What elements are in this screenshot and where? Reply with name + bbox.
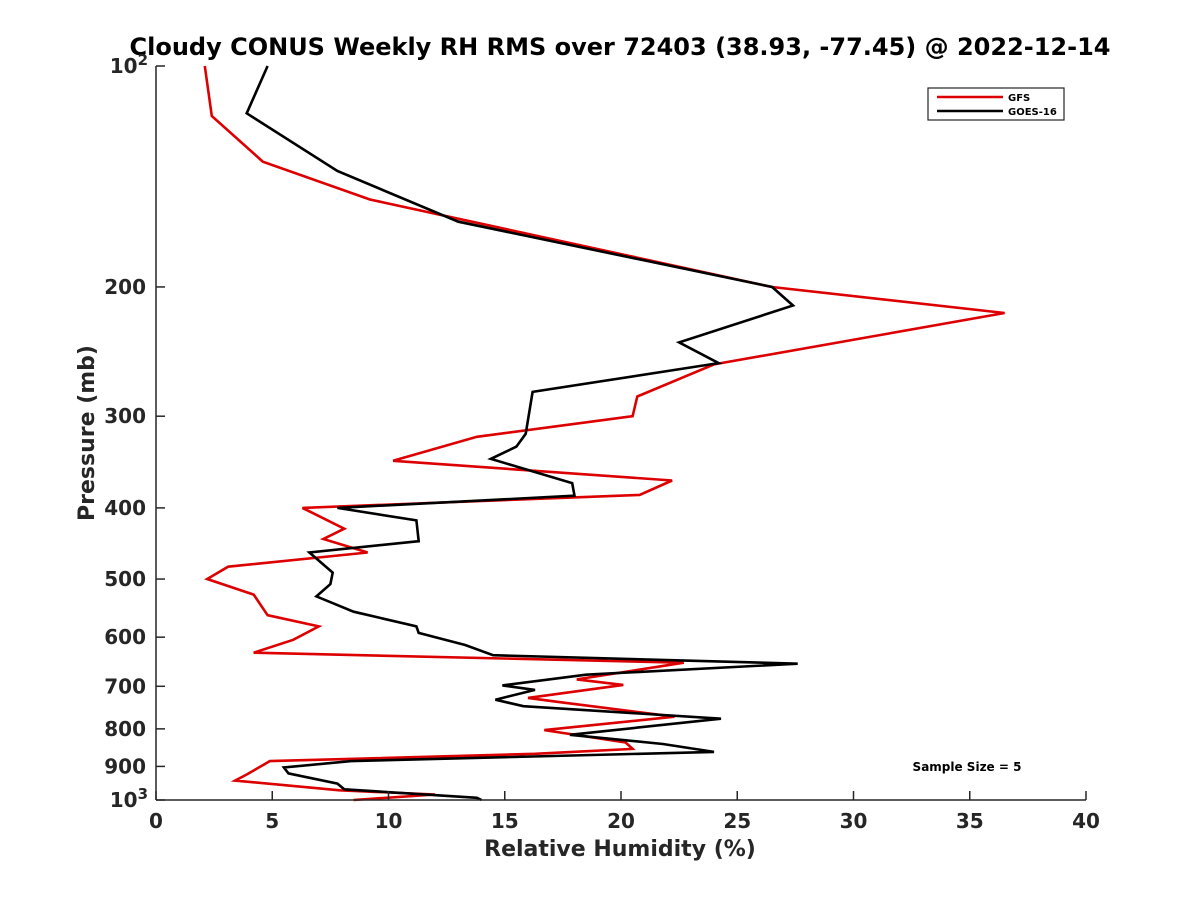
legend-label: GOES-16 bbox=[1008, 107, 1057, 118]
y-tick-label: 600 bbox=[104, 625, 146, 649]
sample-size-annotation: Sample Size = 5 bbox=[913, 760, 1022, 774]
y-tick-label: 800 bbox=[104, 717, 146, 741]
x-axis-ticks: 0 5 10 15 20 25 30 35 40 bbox=[149, 791, 1100, 833]
x-axis-label: Relative Humidity (%) bbox=[484, 837, 756, 862]
x-tick-label: 25 bbox=[723, 809, 751, 833]
y-axis-label: Pressure (mb) bbox=[75, 345, 100, 521]
y-tick-label: 400 bbox=[104, 496, 146, 520]
y-tick-label: 700 bbox=[104, 674, 146, 698]
legend-box bbox=[927, 87, 1065, 121]
y-tick-label: 500 bbox=[104, 567, 146, 591]
plot-area: 0 5 10 15 20 25 30 35 40 102 200 300 400 500 600 700 80… bbox=[104, 51, 1100, 833]
series-line-gfs bbox=[203, 65, 1005, 802]
x-tick-label: 10 bbox=[375, 809, 403, 833]
y-tick-label: 200 bbox=[104, 275, 146, 299]
x-tick-label: 15 bbox=[491, 809, 519, 833]
series-layer bbox=[203, 65, 1005, 802]
series-line-goes-16 bbox=[245, 65, 798, 802]
x-tick-label: 20 bbox=[607, 809, 635, 833]
y-tick-label: 102 bbox=[110, 51, 148, 78]
x-tick-label: 0 bbox=[149, 809, 163, 833]
y-tick-label: 103 bbox=[110, 785, 148, 812]
y-tick-label: 900 bbox=[104, 754, 146, 778]
legend-label: GFS bbox=[1008, 93, 1030, 104]
x-tick-label: 40 bbox=[1072, 809, 1100, 833]
x-tick-label: 5 bbox=[265, 809, 279, 833]
y-tick-label: 300 bbox=[104, 404, 146, 428]
y-axis-ticks: 102 200 300 400 500 600 700 800 900 103 bbox=[104, 51, 165, 812]
legend: GFS GOES-16 bbox=[927, 87, 1065, 121]
chart-title: Cloudy CONUS Weekly RH RMS over 72403 (3… bbox=[130, 33, 1111, 61]
x-tick-label: 35 bbox=[956, 809, 984, 833]
x-tick-label: 30 bbox=[840, 809, 868, 833]
